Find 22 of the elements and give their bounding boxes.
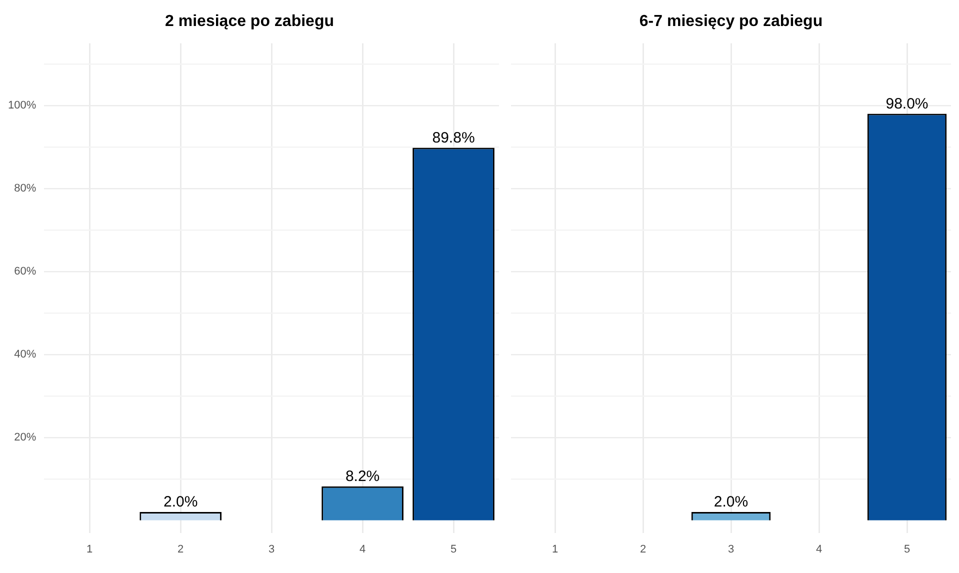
y-tick-label: 100% — [8, 99, 36, 112]
data-label: 98.0% — [886, 95, 928, 112]
x-tick-label: 2 — [640, 543, 646, 556]
x-tick-label: 5 — [904, 543, 910, 556]
y-tick-label: 20% — [14, 431, 36, 444]
x-tick-label: 2 — [178, 543, 184, 556]
x-tick-label: 3 — [728, 543, 734, 556]
chart-title: 2 miesiące po zabiegu — [165, 13, 334, 30]
x-tick-label: 1 — [86, 543, 93, 556]
x-tick-label: 1 — [552, 543, 558, 556]
y-tick-label: 40% — [14, 348, 36, 360]
x-tick-label: 3 — [268, 543, 275, 556]
x-tick-label: 5 — [450, 543, 457, 556]
chart-title: 6-7 miesięcy po zabiegu — [639, 13, 823, 30]
data-label: 8.2% — [345, 468, 380, 485]
data-label: 2.0% — [163, 494, 198, 511]
y-tick-label: 60% — [14, 265, 36, 278]
x-tick-label: 4 — [359, 543, 366, 556]
y-tick-label: 80% — [14, 182, 36, 194]
x-tick-label: 4 — [816, 543, 822, 556]
data-label: 2.0% — [714, 494, 748, 511]
data-label: 89.8% — [432, 129, 475, 146]
